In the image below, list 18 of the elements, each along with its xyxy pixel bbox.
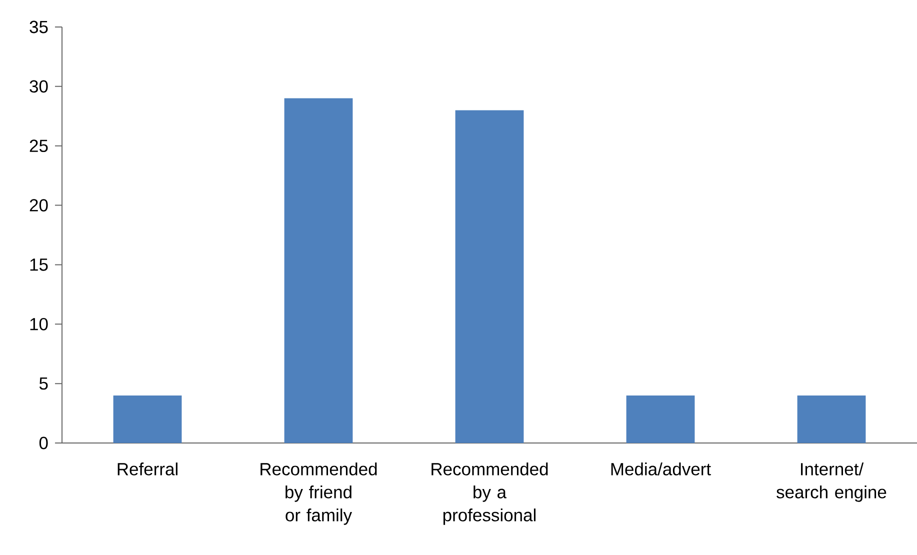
- y-tick-label: 15: [30, 258, 48, 271]
- bar: [284, 98, 353, 443]
- x-tick-label: Recommended by a professional: [432, 462, 548, 525]
- x-tick-label: Recommended by friend or family: [260, 462, 377, 525]
- y-tick-label: 25: [30, 140, 48, 152]
- y-tick-label: 20: [30, 199, 48, 212]
- bar: [455, 110, 524, 443]
- x-tick-label: Internet/ search engine: [776, 462, 886, 502]
- bar: [797, 395, 866, 443]
- y-tick-label: 30: [30, 80, 48, 93]
- y-tick-label: 35: [30, 20, 48, 34]
- y-tick-label: 5: [39, 377, 48, 390]
- x-tick-label: Media/advert: [611, 462, 711, 476]
- y-tick-label: 10: [30, 318, 48, 330]
- x-tick-label: Referral: [118, 462, 178, 476]
- y-tick-label: 0: [39, 436, 48, 450]
- bar: [113, 395, 182, 443]
- bar: [626, 395, 695, 443]
